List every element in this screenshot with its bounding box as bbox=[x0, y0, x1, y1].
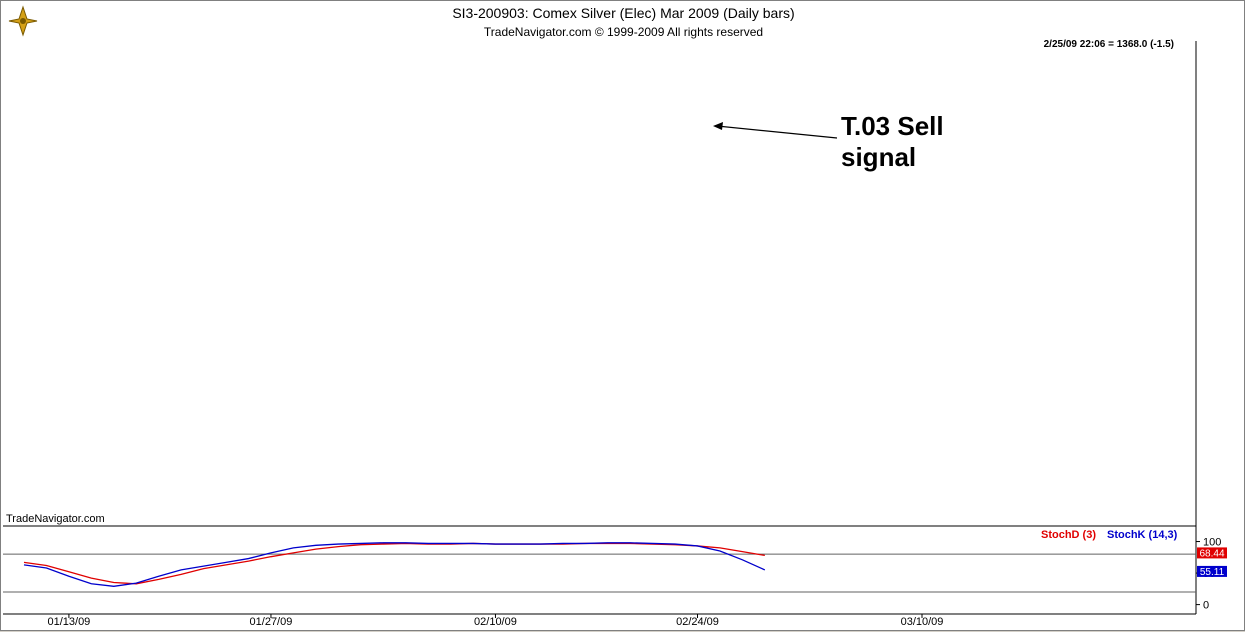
date-tick-label: 01/27/09 bbox=[250, 616, 293, 628]
watermark: TradeNavigator.com bbox=[6, 513, 105, 525]
annotation-line2: signal bbox=[841, 142, 916, 172]
osc-series-1 bbox=[23, 542, 766, 587]
osc-last-label-0: 68.44 bbox=[1199, 548, 1224, 559]
osc-last-label-1: 55.11 bbox=[1200, 567, 1225, 578]
annotation-arrow-line bbox=[716, 125, 838, 139]
last-quote: 2/25/09 22:06 = 1368.0 (-1.5) bbox=[1043, 39, 1174, 50]
copyright-text: TradeNavigator.com © 1999-2009 All right… bbox=[483, 25, 764, 39]
date-tick-label: 02/24/09 bbox=[676, 616, 719, 628]
osc-last-box-1 bbox=[1197, 565, 1227, 577]
date-tick-label: 01/13/09 bbox=[47, 616, 90, 628]
osc-tick-label: 100 bbox=[1203, 537, 1221, 549]
legend-stochd: StochD (3) bbox=[1041, 529, 1096, 541]
tradenavigator-logo-icon bbox=[7, 5, 39, 37]
date-tick-label: 02/10/09 bbox=[474, 616, 517, 628]
annotation-line1: T.03 Sell bbox=[841, 111, 944, 141]
osc-tick-label: 0 bbox=[1203, 600, 1209, 612]
osc-series-0 bbox=[23, 542, 765, 585]
date-tick-label: 03/10/09 bbox=[901, 616, 944, 628]
legend-stochk: StochK (14,3) bbox=[1107, 529, 1178, 541]
chart-title: SI3-200903: Comex Silver (Elec) Mar 2009… bbox=[452, 5, 795, 21]
osc-last-box-0 bbox=[1197, 547, 1227, 559]
annotation-arrowhead bbox=[713, 122, 723, 130]
